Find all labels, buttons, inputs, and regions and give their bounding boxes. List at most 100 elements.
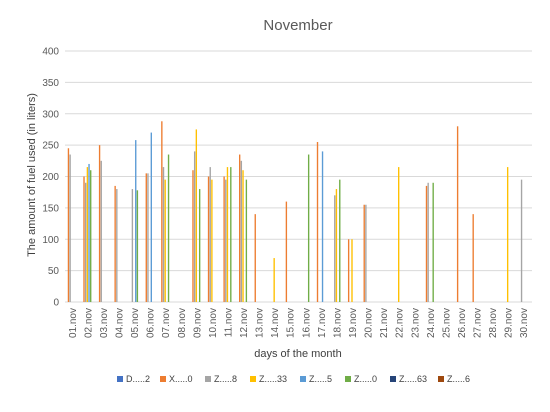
- x-tick-label: 22.nov: [395, 308, 406, 338]
- legend-label: Z.....5: [309, 374, 332, 384]
- x-tick-label: 05.nov: [130, 308, 141, 338]
- x-tick-label: 23.nov: [410, 308, 421, 338]
- x-tick-labels: 01.nov 02.nov 03.nov 04.nov 05.nov 06.nov 07.n…: [68, 308, 530, 338]
- legend-label: Z.....33: [259, 374, 287, 384]
- x-tick-label: 04.nov: [114, 308, 125, 338]
- bar: [147, 173, 149, 302]
- bar: [335, 189, 338, 302]
- bar: [242, 170, 244, 302]
- x-tick-label: 07.nov: [161, 308, 172, 338]
- bar: [86, 167, 89, 302]
- bar: [506, 167, 509, 302]
- y-tick-labels: 0 50 100 150 200 250 300 350 400: [42, 47, 59, 309]
- bar: [239, 154, 241, 302]
- bar: [425, 185, 428, 302]
- bar: [209, 167, 211, 302]
- legend-swatch: [117, 376, 123, 382]
- x-tick-label: 28.nov: [488, 308, 499, 338]
- x-tick-label: 01.nov: [68, 308, 79, 338]
- x-tick-label: 11.nov: [223, 308, 234, 337]
- legend-label: X.....0: [169, 374, 193, 384]
- legend-swatch: [300, 376, 306, 382]
- chart-title: November: [263, 17, 332, 34]
- bar: [240, 160, 243, 302]
- x-tick-label: 02.nov: [83, 308, 94, 338]
- bar: [226, 167, 229, 302]
- bar: [98, 145, 101, 303]
- x-tick-label: 15.nov: [286, 308, 297, 338]
- bar: [365, 204, 367, 302]
- bar: [67, 148, 70, 302]
- x-tick-label: 21.nov: [379, 308, 390, 338]
- bar: [520, 179, 523, 302]
- bar: [162, 167, 165, 302]
- bar: [100, 160, 102, 302]
- x-tick-label: 19.nov: [348, 308, 359, 338]
- x-tick-label: 25.nov: [441, 308, 452, 338]
- bar: [472, 214, 474, 302]
- bar: [131, 189, 134, 302]
- bar: [135, 140, 137, 302]
- bar: [114, 185, 116, 302]
- bar: [150, 132, 152, 302]
- bar: [211, 179, 213, 302]
- bar: [427, 182, 429, 302]
- bar: [164, 179, 166, 302]
- bar: [398, 167, 400, 302]
- legend-swatch: [160, 376, 166, 382]
- bar: [456, 126, 459, 302]
- bar: [307, 154, 310, 302]
- x-tick-label: 12.nov: [239, 308, 250, 338]
- x-tick-label: 24.nov: [426, 308, 437, 338]
- x-tick-label: 16.nov: [301, 308, 312, 338]
- x-axis-title: days of the month: [254, 348, 341, 360]
- x-tick-label: 03.nov: [99, 308, 110, 338]
- bar: [193, 151, 196, 302]
- bar: [90, 170, 92, 302]
- legend-swatch: [250, 376, 256, 382]
- bar: [321, 151, 324, 302]
- bar: [351, 239, 353, 302]
- bar: [363, 204, 365, 302]
- legend-label: Z.....8: [214, 374, 237, 384]
- legend-label: Z.....0: [354, 374, 377, 384]
- bar: [83, 176, 85, 302]
- y-tick-label: 400: [42, 47, 59, 58]
- y-tick-label: 250: [42, 141, 59, 152]
- legend-label: Z.....63: [399, 374, 427, 384]
- bar: [273, 258, 275, 302]
- y-tick-label: 150: [42, 203, 59, 214]
- bars: [67, 121, 523, 303]
- x-tick-label: 27.nov: [473, 308, 484, 338]
- legend-swatch: [205, 376, 211, 382]
- y-tick-label: 300: [42, 109, 59, 120]
- bar: [432, 182, 434, 302]
- y-tick-label: 200: [42, 172, 59, 183]
- bar: [254, 214, 256, 302]
- legend-label: Z.....6: [447, 374, 470, 384]
- bar: [285, 201, 288, 302]
- legend-swatch: [390, 376, 396, 382]
- y-tick-label: 0: [53, 298, 59, 309]
- bar: [225, 179, 227, 302]
- gridlines: [65, 50, 532, 303]
- bar: [195, 129, 198, 302]
- bar: [339, 179, 341, 302]
- x-tick-label: 13.nov: [255, 308, 266, 338]
- bar: [207, 176, 210, 302]
- bar: [198, 189, 201, 302]
- bar: [245, 179, 248, 302]
- x-tick-label: 06.nov: [146, 308, 157, 338]
- bar: [230, 167, 232, 302]
- x-tick-label: 14.nov: [270, 308, 281, 338]
- bar: [85, 182, 87, 302]
- bar: [88, 163, 90, 302]
- bar: [116, 189, 118, 302]
- bar: [316, 141, 319, 302]
- legend-swatch: [345, 376, 351, 382]
- bar: [167, 154, 170, 302]
- x-tick-label: 26.nov: [457, 308, 468, 338]
- x-tick-label: 18.nov: [332, 308, 343, 338]
